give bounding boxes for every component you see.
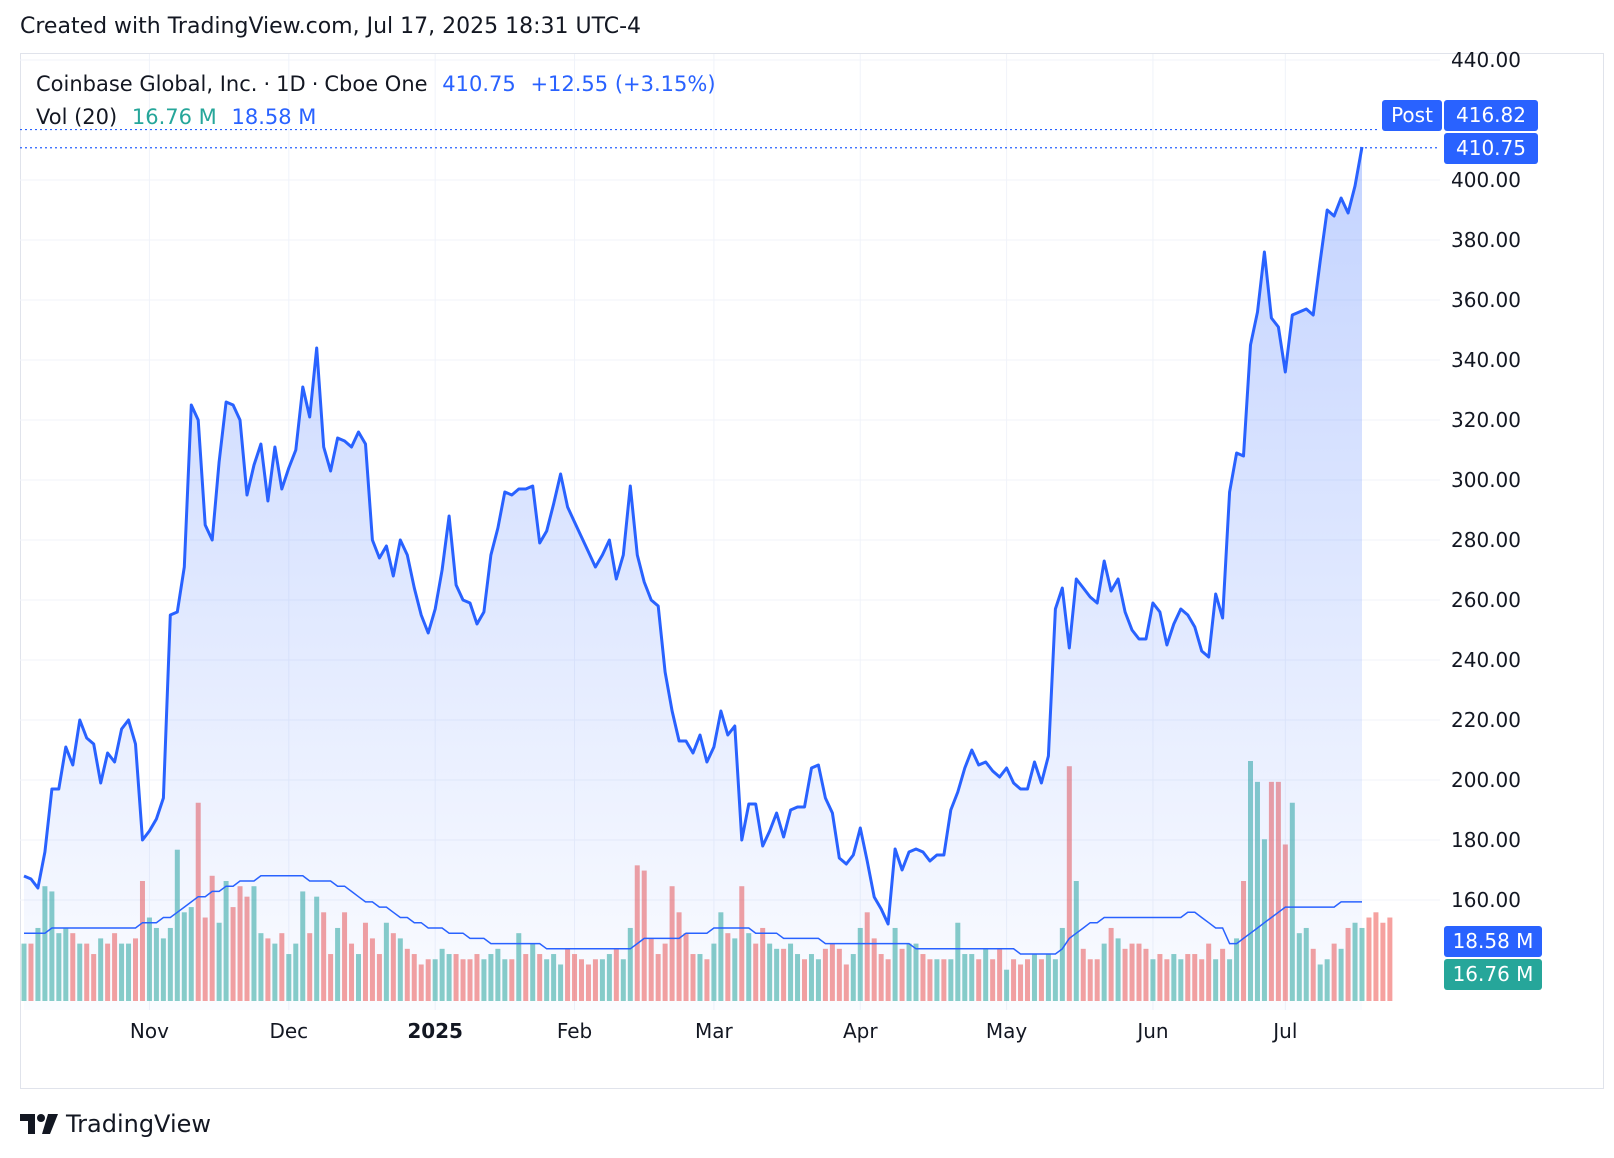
volume-ma-line — [24, 875, 1362, 955]
time-tick-label: Nov — [130, 1019, 169, 1043]
time-tick-label: Dec — [269, 1019, 308, 1043]
price-axis[interactable]: 440.00 400.00 380.00 360.00 340.00 320.00 300.… — [1451, 48, 1521, 912]
price-tick-label: 160.00 — [1451, 888, 1521, 912]
volume-ma-series — [24, 875, 1362, 955]
volume-bar — [1380, 922, 1386, 1001]
price-tick-label: 180.00 — [1451, 828, 1521, 852]
time-tick-label: Apr — [843, 1019, 878, 1043]
volume-bar — [1387, 917, 1393, 1001]
legend-vol-ma-value: 18.58 M — [231, 105, 317, 129]
price-area-fill — [24, 147, 1362, 1010]
created-with-text: Created with TradingView.com, Jul 17, 20… — [20, 14, 642, 39]
legend-vol-label: Vol (20) — [36, 105, 118, 129]
last-price-badge — [1444, 133, 1538, 164]
vol-ma-badge — [1444, 926, 1542, 957]
chart-frame[interactable] — [20, 53, 1604, 1089]
last-price-text: 410.75 — [1456, 136, 1526, 160]
legend-exchange: Cboe One — [324, 72, 428, 96]
price-tick-label: 280.00 — [1451, 528, 1521, 552]
time-tick-label: Jun — [1135, 1019, 1168, 1043]
legend-vol-value: 16.76 M — [131, 105, 217, 129]
legend-symbol: Coinbase Global, Inc. — [36, 72, 258, 96]
legend-symbol-row[interactable]: Coinbase Global, Inc. · 1D · Cboe One 410.75… — [36, 72, 716, 96]
price-tick-label: 360.00 — [1451, 288, 1521, 312]
volume-bar — [1373, 912, 1379, 1001]
price-tick-label: 260.00 — [1451, 588, 1521, 612]
time-tick-label: Mar — [695, 1019, 734, 1043]
price-tick-label: 340.00 — [1451, 348, 1521, 372]
time-tick-label: 2025 — [407, 1019, 463, 1043]
time-axis[interactable]: Nov Dec 2025 Feb Mar Apr May Jun Jul — [130, 1019, 1298, 1043]
price-tick-label: 400.00 — [1451, 168, 1521, 192]
price-tick-label: 220.00 — [1451, 708, 1521, 732]
tradingview-logo-text: TradingView — [66, 1110, 212, 1138]
legend-interval: 1D — [276, 72, 306, 96]
price-tick-label: 320.00 — [1451, 408, 1521, 432]
post-label-text: Post — [1391, 103, 1433, 127]
vol-badge-text: 16.76 M — [1453, 962, 1534, 986]
price-area — [24, 147, 1362, 1010]
post-price-text: 416.82 — [1456, 103, 1526, 127]
legend-change-pct: (+3.15%) — [614, 72, 716, 96]
price-tick-label: 200.00 — [1451, 768, 1521, 792]
time-tick-label: Jul — [1271, 1019, 1297, 1043]
time-tick-label: Feb — [557, 1019, 592, 1043]
price-line — [23, 146, 1364, 926]
price-series-line — [23, 146, 1364, 926]
price-tick-label: 440.00 — [1451, 48, 1521, 72]
vol-badge — [1444, 959, 1542, 990]
vol-ma-badge-text: 18.58 M — [1453, 929, 1534, 953]
legend-change: +12.55 — [530, 72, 609, 96]
legend-last-price: 410.75 — [442, 72, 516, 96]
tradingview-logo-icon — [20, 1114, 58, 1134]
price-tick-label: 300.00 — [1451, 468, 1521, 492]
price-tick-label: 240.00 — [1451, 648, 1521, 672]
time-tick-label: May — [986, 1019, 1028, 1043]
legend-volume-row[interactable]: Vol (20) 16.76 M 18.58 M — [36, 105, 316, 129]
axis-badges: Post 416.82 410.75 18.58 M 16.76 M — [1382, 100, 1542, 990]
post-price-badge — [1444, 100, 1538, 131]
post-label-badge — [1382, 100, 1442, 131]
tradingview-logo[interactable]: TradingView — [20, 1110, 211, 1138]
price-tick-label: 380.00 — [1451, 228, 1521, 252]
volume-bar — [1366, 917, 1372, 1001]
price-reference-lines — [20, 128, 1440, 149]
